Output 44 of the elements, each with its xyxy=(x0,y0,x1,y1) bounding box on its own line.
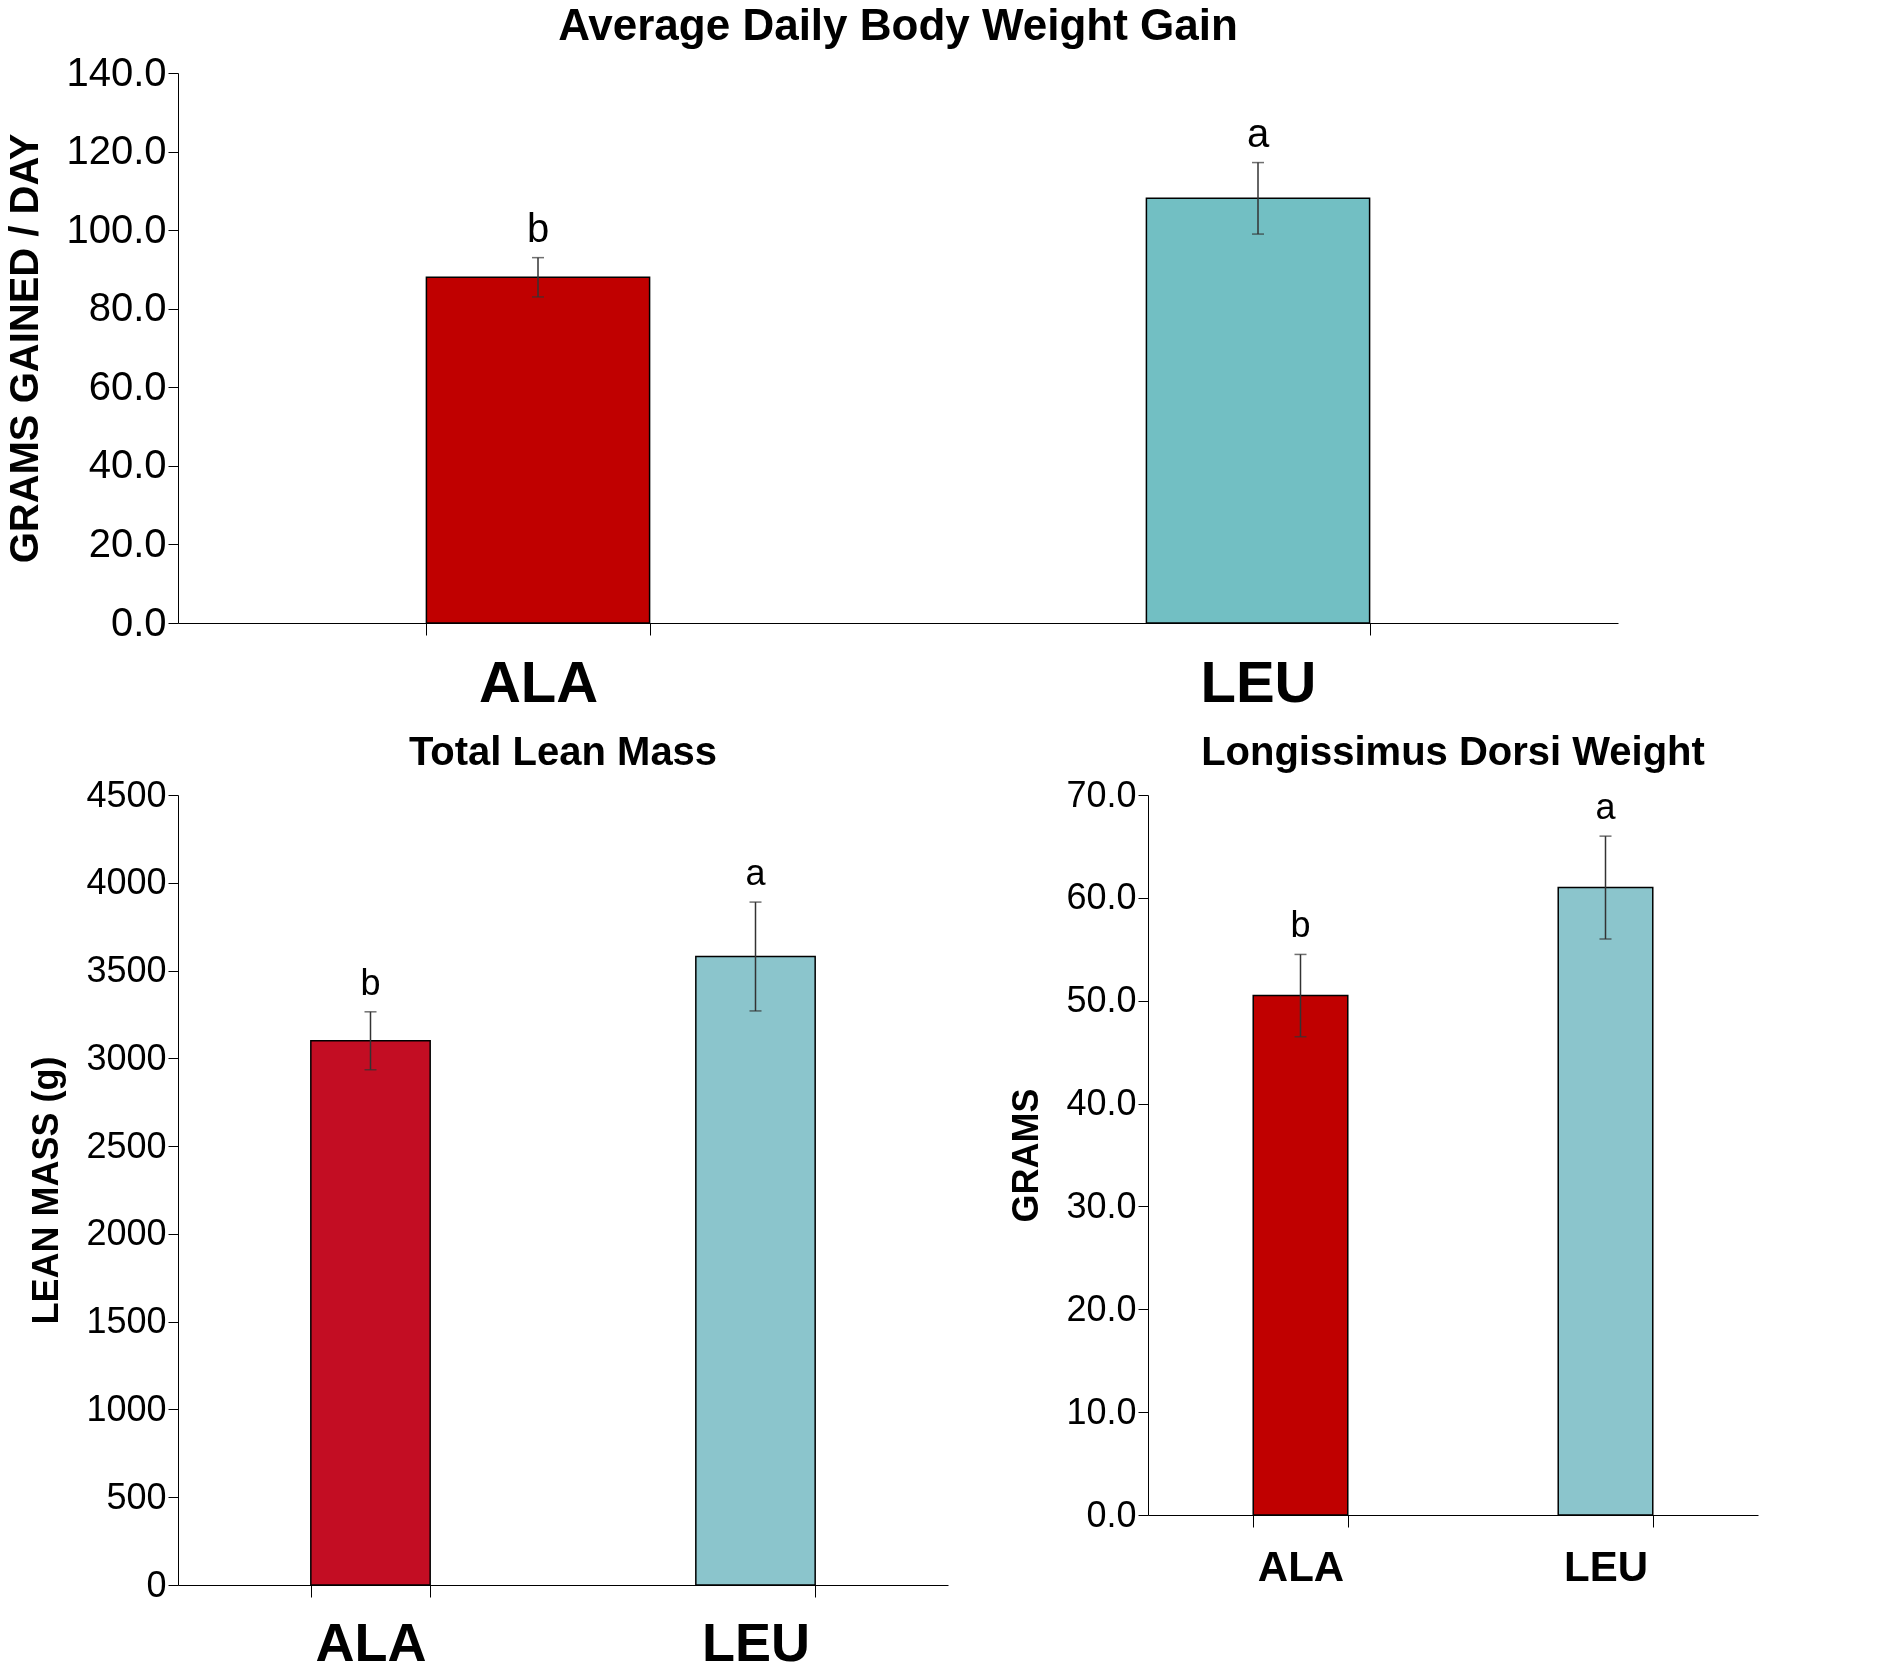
x-tick-label: ALA xyxy=(315,1611,427,1672)
chart-title: Total Lean Mass xyxy=(408,729,718,773)
y-tick-label: 2500 xyxy=(86,1124,167,1166)
y-tick-label: 60.0 xyxy=(1066,876,1137,918)
chart-title: Longissimus Dorsi Weight xyxy=(1201,729,1705,773)
chart-title: Average Daily Body Weight Gain xyxy=(558,0,1238,49)
x-tick-label: LEU xyxy=(1564,1542,1648,1590)
x-tick-label: LEU xyxy=(1200,648,1317,714)
y-tick-label: 1000 xyxy=(86,1387,167,1429)
y-tick-label: 0 xyxy=(146,1563,167,1605)
y-tick-label: 4000 xyxy=(86,861,167,903)
x-tick-label: ALA xyxy=(1257,1542,1345,1590)
annotation: b xyxy=(1290,904,1311,946)
y-tick-label: 20.0 xyxy=(88,520,167,565)
annotation: b xyxy=(360,961,381,1003)
annotation: a xyxy=(745,852,767,894)
y-tick-label: 80.0 xyxy=(88,285,167,330)
y-tick-label: 40.0 xyxy=(1066,1082,1137,1124)
y-tick-label: 2000 xyxy=(86,1212,167,1254)
y-tick-label: 1500 xyxy=(86,1300,167,1342)
annotation: a xyxy=(1246,110,1270,155)
y-tick-label: 60.0 xyxy=(88,363,167,408)
y-tick-label: 100.0 xyxy=(66,206,167,251)
y-tick-label: 3500 xyxy=(86,949,167,991)
y-tick-label: 120.0 xyxy=(66,128,167,173)
x-tick-label: LEU xyxy=(702,1611,810,1672)
y-tick-label: 70.0 xyxy=(1066,773,1137,815)
annotation: b xyxy=(526,205,550,250)
y-axis-title: LEAN MASS (g) xyxy=(25,1056,67,1325)
y-tick-label: 40.0 xyxy=(88,442,167,487)
y-tick-label: 0.0 xyxy=(1086,1493,1137,1535)
y-tick-label: 20.0 xyxy=(1066,1287,1137,1329)
y-tick-label: 4500 xyxy=(86,773,167,815)
y-tick-label: 140.0 xyxy=(66,49,167,94)
x-tick-label: ALA xyxy=(478,648,599,714)
y-tick-label: 50.0 xyxy=(1066,979,1137,1021)
y-axis-title: GRAMS GAINED / DAY xyxy=(2,133,47,564)
y-tick-label: 0.0 xyxy=(110,599,167,644)
y-axis-title: GRAMS xyxy=(1005,1088,1047,1223)
y-tick-label: 30.0 xyxy=(1066,1184,1137,1226)
y-tick-label: 10.0 xyxy=(1066,1390,1137,1432)
y-tick-label: 3000 xyxy=(86,1036,167,1078)
annotation: a xyxy=(1595,786,1617,828)
y-tick-label: 500 xyxy=(106,1475,167,1517)
